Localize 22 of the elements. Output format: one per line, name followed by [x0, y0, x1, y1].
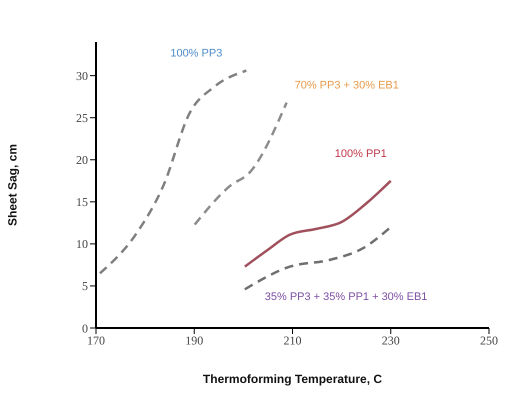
x-tick-label: 250 [480, 334, 498, 348]
line-series [193, 101, 288, 226]
line-series [98, 69, 248, 275]
series-label: 70% PP3 + 30% EB1 [294, 80, 399, 92]
series-label: 35% PP3 + 35% PP1 + 30% EB1 [264, 290, 428, 303]
x-tick-label: 230 [382, 334, 400, 348]
y-tick-label: 25 [76, 110, 88, 125]
x-tick-label: 210 [284, 334, 302, 348]
y-tick-label: 30 [76, 68, 88, 83]
y-tick-label: 0 [82, 321, 88, 336]
y-tick-label: 15 [76, 195, 88, 210]
line-series [244, 226, 392, 291]
y-tick-label: 5 [82, 279, 88, 294]
line-series [244, 180, 392, 268]
x-axis-title: Thermoforming Temperature, C [202, 372, 382, 386]
series-label: 100% PP1 [334, 148, 387, 160]
y-axis-title: Sheet Sag, cm [5, 144, 20, 226]
y-tick-label: 10 [76, 237, 88, 252]
x-tick-label: 190 [185, 334, 204, 348]
y-tick-label: 20 [76, 153, 88, 168]
series-label: 100% PP3 [170, 48, 222, 60]
x-tick-label: 170 [87, 334, 105, 348]
